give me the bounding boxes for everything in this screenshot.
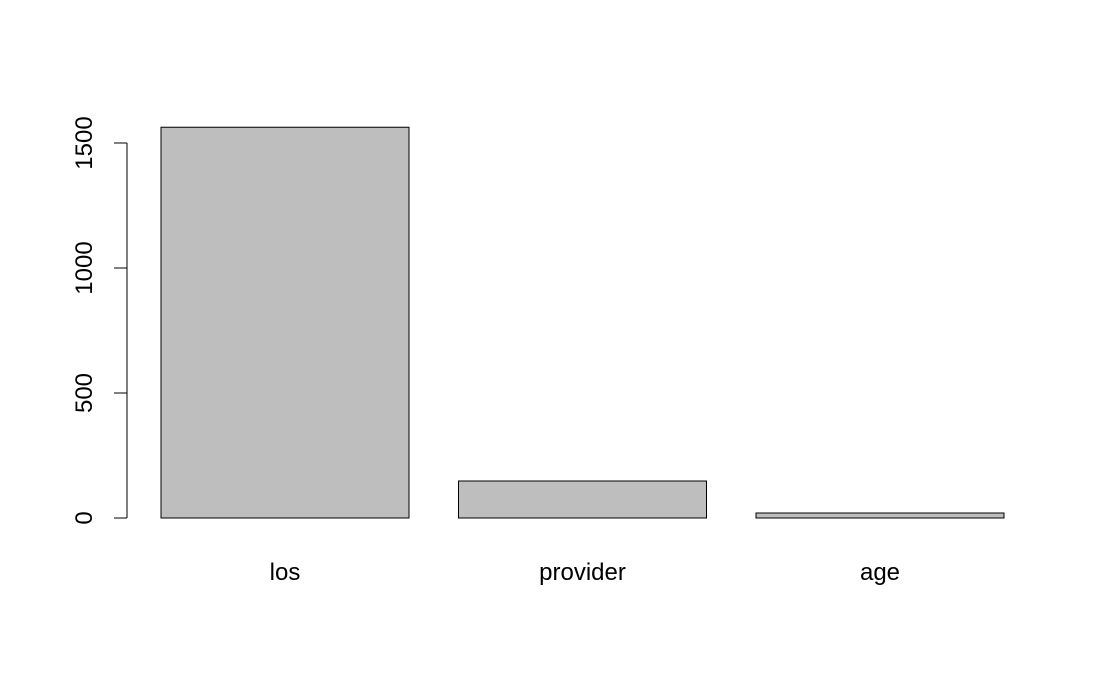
- bar-provider: [458, 480, 707, 519]
- category-label-los: los: [270, 559, 301, 586]
- y-tick-label: 1000: [71, 241, 98, 294]
- x-axis-labels: los provider age: [270, 559, 900, 586]
- bar-los: [160, 126, 410, 519]
- bar-age: [755, 512, 1005, 519]
- category-label-age: age: [860, 559, 900, 586]
- y-tick-label: 500: [71, 373, 98, 413]
- y-tick-label: 0: [71, 511, 98, 524]
- category-label-provider: provider: [539, 559, 626, 586]
- y-axis: 0 500 1000 1500: [71, 116, 128, 525]
- y-tick-label: 1500: [71, 116, 98, 169]
- bars: [160, 126, 1005, 519]
